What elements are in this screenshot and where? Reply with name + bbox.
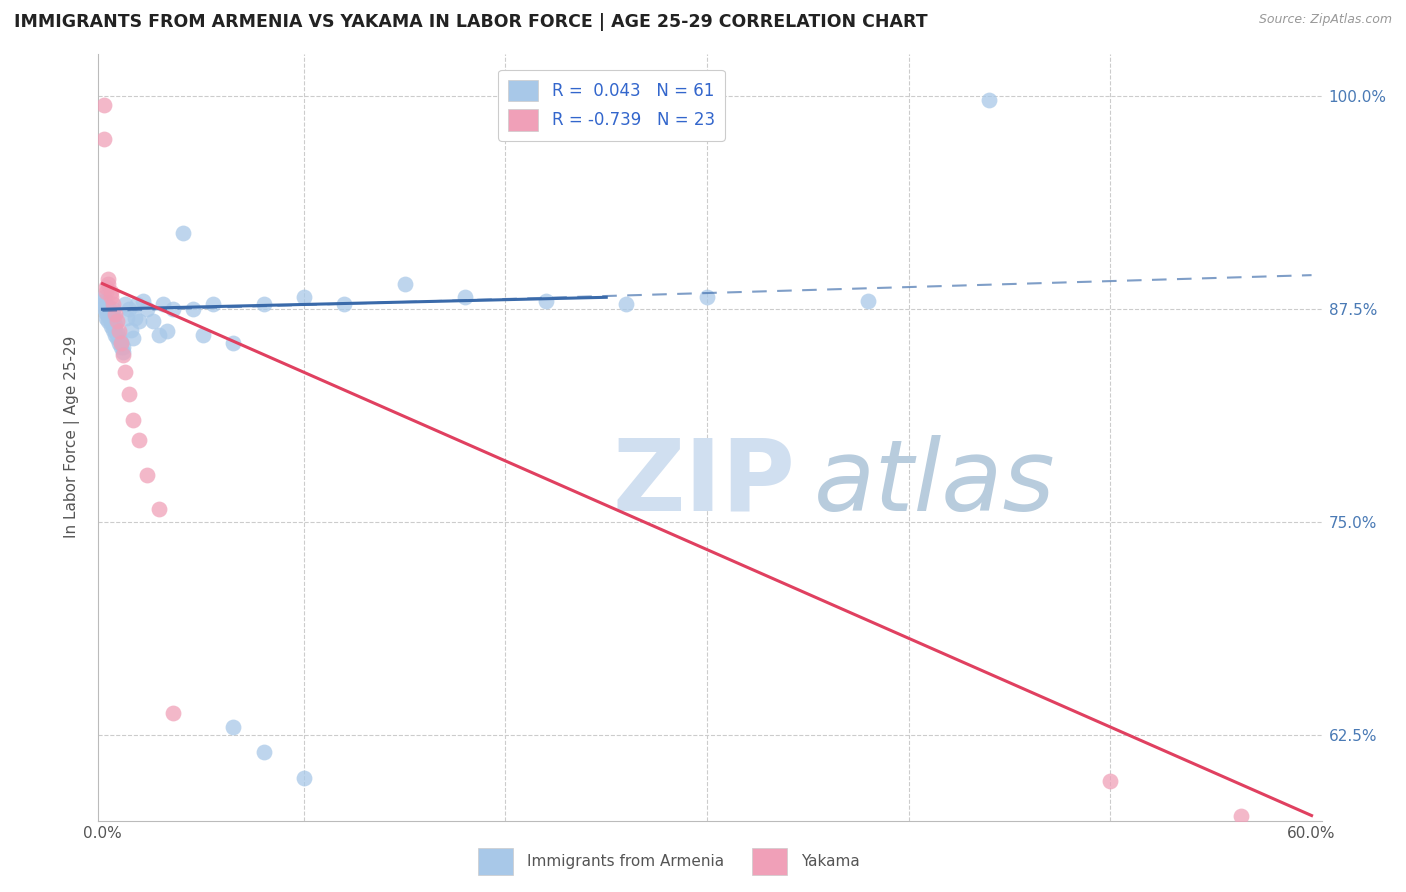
Bar bbox=[752, 847, 787, 875]
Point bbox=[97, 314, 120, 328]
Y-axis label: In Labor Force | Age 25-29: In Labor Force | Age 25-29 bbox=[63, 336, 80, 538]
Point bbox=[100, 309, 122, 323]
Point bbox=[121, 331, 143, 345]
Point bbox=[96, 285, 118, 300]
Point bbox=[93, 301, 115, 315]
Point bbox=[101, 312, 124, 326]
Point bbox=[110, 340, 132, 354]
Point bbox=[114, 365, 136, 379]
Point bbox=[148, 501, 170, 516]
Point bbox=[152, 297, 174, 311]
Point bbox=[979, 93, 1001, 107]
Point bbox=[100, 290, 122, 304]
Point bbox=[100, 319, 122, 334]
Point bbox=[111, 344, 134, 359]
Point bbox=[292, 290, 315, 304]
Point bbox=[125, 297, 148, 311]
Point bbox=[100, 314, 122, 328]
Text: Yakama: Yakama bbox=[801, 854, 860, 869]
Point bbox=[696, 290, 718, 304]
Point bbox=[121, 413, 143, 427]
Point bbox=[120, 323, 142, 337]
Point bbox=[96, 305, 118, 319]
Point bbox=[107, 336, 129, 351]
Point bbox=[97, 277, 120, 291]
Text: Source: ZipAtlas.com: Source: ZipAtlas.com bbox=[1258, 13, 1392, 27]
Point bbox=[117, 387, 139, 401]
Point bbox=[103, 323, 125, 337]
Point bbox=[534, 293, 557, 308]
Point bbox=[253, 746, 276, 760]
Point bbox=[128, 314, 150, 328]
Text: ZIP: ZIP bbox=[612, 434, 794, 532]
Text: IMMIGRANTS FROM ARMENIA VS YAKAMA IN LABOR FORCE | AGE 25-29 CORRELATION CHART: IMMIGRANTS FROM ARMENIA VS YAKAMA IN LAB… bbox=[14, 13, 928, 31]
Point bbox=[103, 318, 125, 332]
Point bbox=[162, 706, 184, 721]
Point bbox=[1230, 808, 1253, 822]
Point bbox=[103, 327, 125, 342]
Point bbox=[97, 299, 120, 313]
Point bbox=[162, 302, 184, 317]
Point bbox=[100, 304, 122, 318]
Point bbox=[135, 302, 157, 317]
Point bbox=[101, 302, 124, 317]
Point bbox=[114, 297, 136, 311]
Point bbox=[110, 336, 132, 351]
Point bbox=[107, 325, 129, 339]
Point bbox=[222, 336, 245, 351]
Point bbox=[101, 297, 124, 311]
Point bbox=[172, 226, 194, 240]
Point bbox=[105, 314, 128, 328]
Point bbox=[100, 285, 122, 300]
Point bbox=[96, 280, 118, 294]
Point bbox=[97, 304, 120, 318]
Point bbox=[394, 277, 416, 291]
Point bbox=[222, 720, 245, 734]
Point bbox=[105, 331, 128, 345]
Point bbox=[110, 334, 132, 349]
Point bbox=[124, 310, 146, 325]
Point bbox=[616, 297, 638, 311]
Point bbox=[93, 132, 115, 146]
Point bbox=[93, 97, 115, 112]
Point bbox=[93, 290, 115, 304]
Point bbox=[93, 297, 115, 311]
Point bbox=[111, 348, 134, 362]
Point bbox=[1099, 774, 1122, 789]
Point bbox=[858, 293, 880, 308]
Point bbox=[333, 297, 356, 311]
Point bbox=[101, 318, 124, 332]
Point bbox=[181, 302, 204, 317]
Point bbox=[202, 297, 225, 311]
Point bbox=[292, 771, 315, 785]
Bar bbox=[478, 847, 513, 875]
Point bbox=[156, 325, 179, 339]
Point bbox=[105, 326, 128, 340]
Point bbox=[97, 309, 120, 323]
Point bbox=[103, 307, 125, 321]
Point bbox=[148, 327, 170, 342]
Point bbox=[117, 302, 139, 317]
Point bbox=[193, 327, 215, 342]
Point bbox=[253, 297, 276, 311]
Point bbox=[142, 314, 165, 328]
Point bbox=[128, 434, 150, 448]
Point bbox=[97, 271, 120, 285]
Point bbox=[101, 307, 124, 321]
Point bbox=[132, 293, 155, 308]
Legend: R =  0.043   N = 61, R = -0.739   N = 23: R = 0.043 N = 61, R = -0.739 N = 23 bbox=[498, 70, 724, 141]
Point bbox=[111, 340, 134, 354]
Point bbox=[96, 301, 118, 315]
Point bbox=[107, 331, 129, 345]
Point bbox=[115, 310, 138, 325]
Point bbox=[101, 323, 124, 337]
Point bbox=[93, 293, 115, 308]
Text: atlas: atlas bbox=[814, 434, 1056, 532]
Point bbox=[96, 310, 118, 325]
Text: Immigrants from Armenia: Immigrants from Armenia bbox=[527, 854, 724, 869]
Point bbox=[454, 290, 477, 304]
Point bbox=[135, 467, 157, 482]
